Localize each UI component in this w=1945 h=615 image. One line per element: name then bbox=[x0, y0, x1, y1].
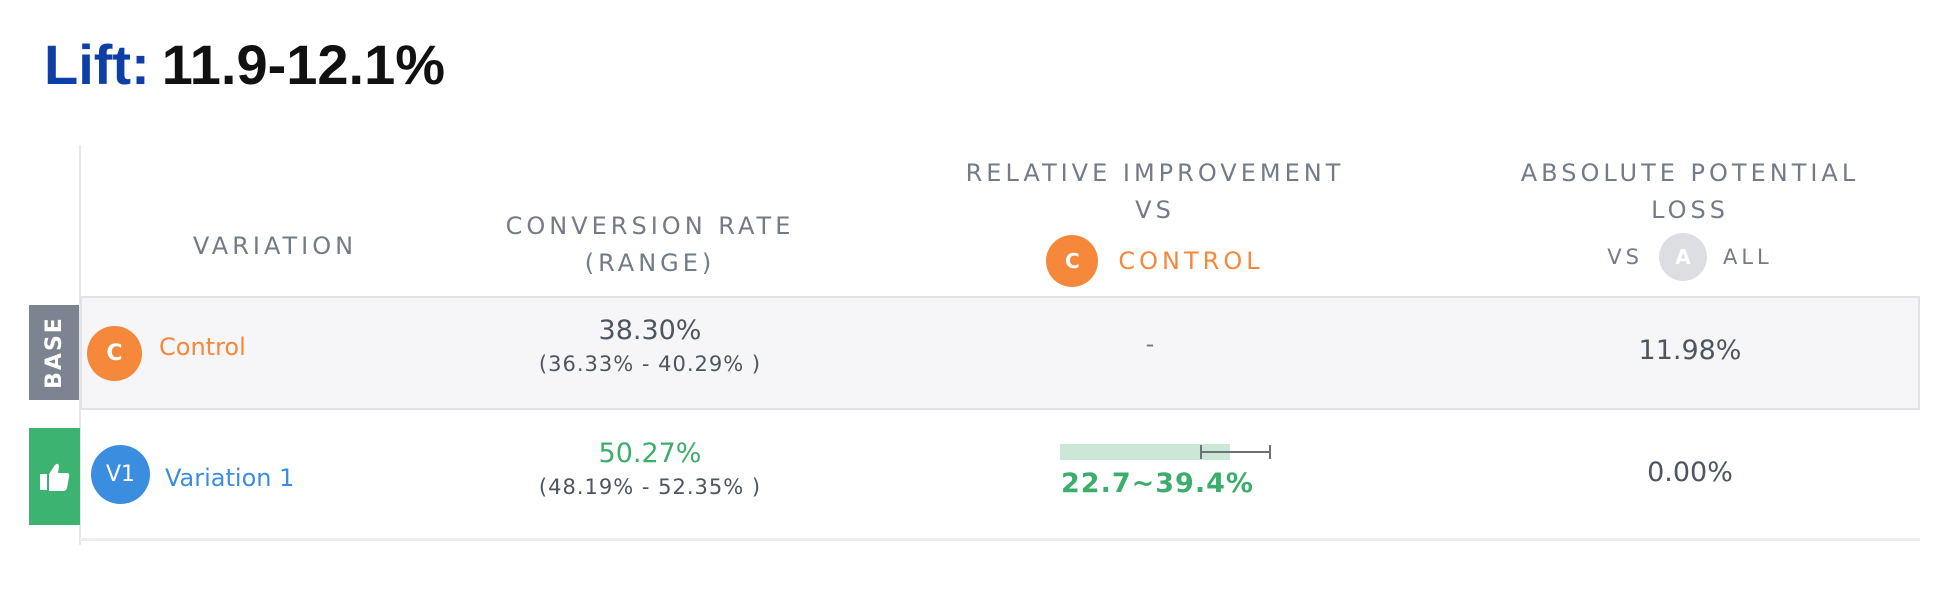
relative-vs-name: CONTROL bbox=[1118, 246, 1264, 275]
lift-label: Lift: bbox=[44, 33, 150, 96]
variation-name-v1[interactable]: Variation 1 bbox=[165, 464, 295, 492]
variation-badge-icon: V1 bbox=[91, 445, 150, 504]
base-tag: BASE bbox=[29, 305, 79, 400]
conversion-rate: 50.27% bbox=[598, 438, 702, 469]
absolute-loss-v1: 0.00% bbox=[1647, 457, 1733, 488]
relative-improvement-control: - bbox=[1145, 330, 1155, 358]
absolute-vs-reference: VS A ALL bbox=[1480, 233, 1900, 281]
all-badge-icon: A bbox=[1658, 233, 1707, 281]
conversion-range: (48.19% - 52.35% ) bbox=[538, 475, 762, 499]
conversion-cell-control: 38.30% (36.33% - 40.29% ) bbox=[490, 314, 810, 380]
control-badge-icon: C bbox=[1046, 235, 1099, 287]
conversion-cell-v1: 50.27% (48.19% - 52.35% ) bbox=[490, 437, 810, 503]
header-variation: VARIATION bbox=[192, 232, 358, 260]
improvement-range-fill bbox=[1060, 444, 1230, 460]
absolute-vs-prefix: VS bbox=[1607, 244, 1643, 269]
absolute-loss-control: 11.98% bbox=[1638, 335, 1742, 366]
relative-improvement-v1: 22.7~39.4% bbox=[1061, 468, 1254, 499]
conversion-range: (36.33% - 40.29% ) bbox=[538, 352, 762, 376]
control-badge-icon: C bbox=[87, 326, 142, 381]
table-row-control[interactable] bbox=[80, 296, 1920, 410]
improvement-interval-bar bbox=[1060, 444, 1271, 460]
lift-title: Lift: 11.9-12.1% bbox=[44, 30, 445, 100]
thumbs-up-icon bbox=[39, 463, 69, 491]
absolute-vs-suffix: ALL bbox=[1722, 244, 1773, 269]
table-row-divider bbox=[80, 538, 1920, 541]
relative-vs-reference: C CONTROL bbox=[930, 235, 1380, 287]
winner-tag bbox=[29, 428, 80, 525]
lift-value: 11.9-12.1% bbox=[161, 33, 446, 96]
conversion-rate: 38.30% bbox=[598, 315, 702, 346]
header-conversion-rate: CONVERSION RATE (RANGE) bbox=[505, 212, 795, 277]
header-absolute-loss: ABSOLUTE POTENTIAL LOSS VS A ALL bbox=[1480, 155, 1900, 281]
header-relative-improvement: RELATIVE IMPROVEMENT VS C CONTROL bbox=[930, 155, 1380, 287]
variation-name-control[interactable]: Control bbox=[159, 333, 246, 361]
